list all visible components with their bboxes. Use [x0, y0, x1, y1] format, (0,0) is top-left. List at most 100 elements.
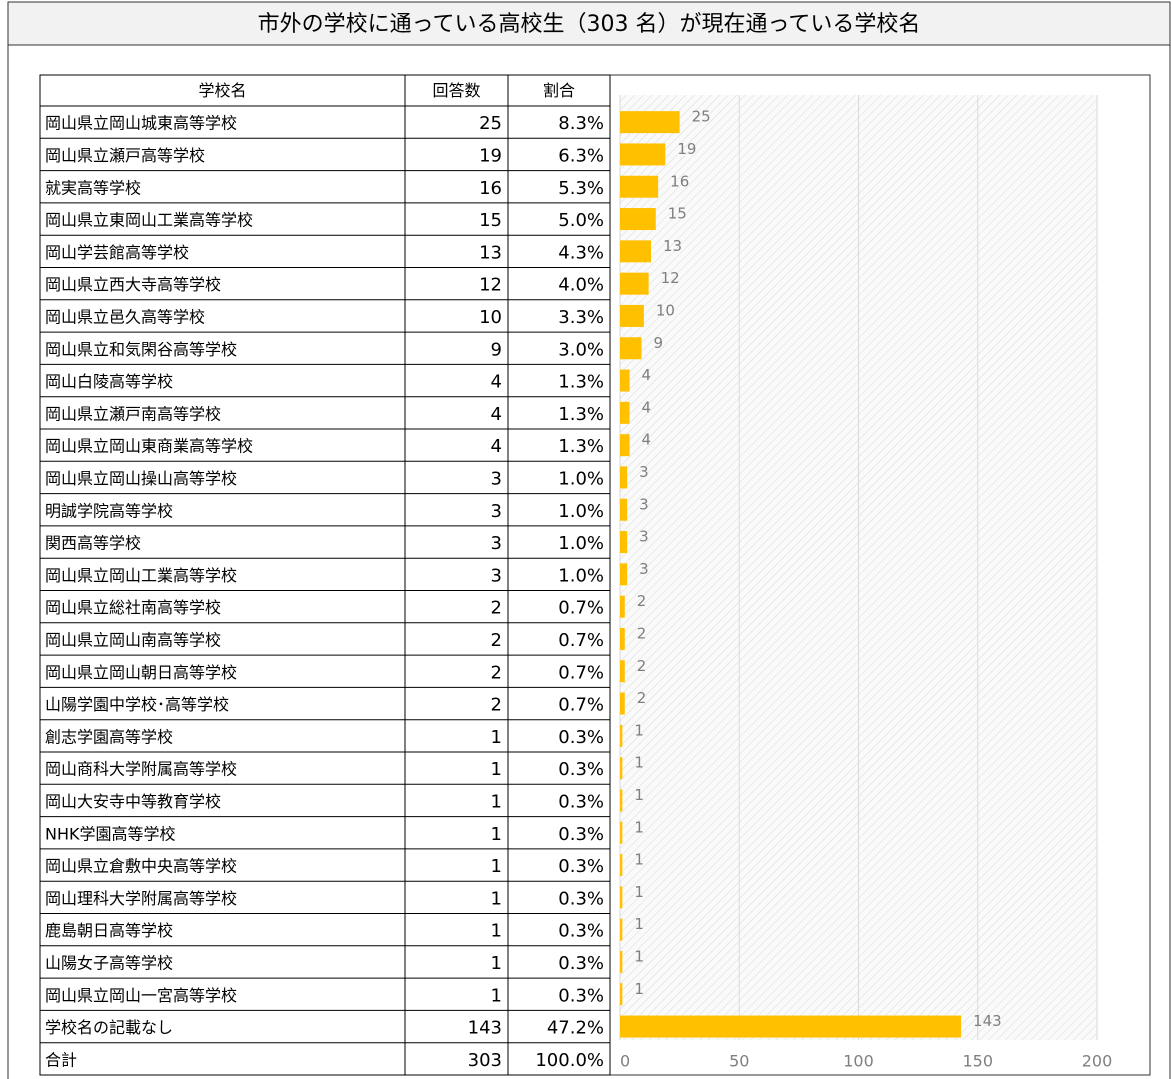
title: 市外の学校に通っている高校生（303 名）が現在通っている学校名 — [258, 12, 921, 37]
cell: 1.0% — [558, 565, 604, 586]
x-tick-label: 0 — [620, 1052, 630, 1071]
cell: 0.7% — [558, 662, 604, 683]
cell: 0.7% — [558, 598, 604, 619]
bar — [620, 821, 623, 844]
bar — [620, 983, 623, 1006]
data-label: 2 — [637, 657, 647, 675]
bar — [620, 304, 644, 327]
cell: 学校名の記載なし — [45, 1018, 173, 1037]
data-label: 25 — [692, 108, 711, 126]
cell: 0.3% — [558, 759, 604, 780]
data-label: 3 — [639, 560, 649, 578]
cell: 4 — [491, 404, 502, 425]
cell: 0.3% — [558, 985, 604, 1006]
bar — [620, 724, 623, 747]
bar — [620, 175, 659, 198]
bar — [620, 401, 630, 424]
cell: 岡山県立岡山工業高等学校 — [45, 566, 237, 585]
cell: 3.0% — [558, 339, 604, 360]
cell: 3.3% — [558, 307, 604, 328]
cell: 岡山県立岡山一宮高等学校 — [45, 986, 237, 1005]
cell: 25 — [479, 113, 502, 134]
cell: 1 — [491, 856, 502, 877]
cell: 0.3% — [558, 856, 604, 877]
data-label: 3 — [639, 463, 649, 481]
cell: 岡山学芸館高等学校 — [45, 243, 189, 262]
bar — [620, 595, 625, 618]
cell: 2 — [491, 630, 502, 651]
data-label: 4 — [642, 431, 652, 449]
cell: 3 — [491, 565, 502, 586]
bar — [620, 434, 630, 457]
cell: 1 — [491, 824, 502, 845]
data-label: 1 — [634, 883, 644, 901]
cell: 岡山理科大学附属高等学校 — [45, 889, 237, 908]
x-tick-label: 50 — [729, 1052, 749, 1071]
cell: 岡山県立和気閑谷高等学校 — [45, 340, 237, 359]
cell: 143 — [468, 1018, 502, 1039]
cell: 4 — [491, 436, 502, 457]
cell: 鹿島朝日高等学校 — [45, 921, 173, 940]
cell: 岡山県立東岡山工業高等学校 — [45, 211, 253, 230]
cell: 岡山白陵高等学校 — [45, 372, 173, 391]
cell: 合計 — [45, 1050, 77, 1069]
cell: 1 — [491, 759, 502, 780]
cell: 岡山県立総社南高等学校 — [45, 598, 221, 617]
data-label: 13 — [663, 237, 682, 255]
cell: 岡山県立岡山南高等学校 — [45, 630, 221, 649]
cell: 47.2% — [547, 1018, 604, 1039]
cell: 0.7% — [558, 695, 604, 716]
title-bar — [7, 1, 1171, 46]
cell: 0.3% — [558, 791, 604, 812]
data-label: 2 — [637, 624, 647, 642]
cell: 0.3% — [558, 953, 604, 974]
data-label: 143 — [973, 1012, 1002, 1030]
bar — [620, 531, 628, 554]
cell: 岡山県立倉敷中央高等学校 — [45, 857, 237, 876]
data-label: 2 — [637, 592, 647, 610]
data-label: 2 — [637, 689, 647, 707]
bar — [620, 143, 666, 166]
cell: 3 — [491, 533, 502, 554]
cell: 0.3% — [558, 824, 604, 845]
cell: 1 — [491, 791, 502, 812]
cell: 0.3% — [558, 727, 604, 748]
cell: 3 — [491, 501, 502, 522]
cell: 0.7% — [558, 630, 604, 651]
cell: 1.0% — [558, 501, 604, 522]
data-label: 19 — [677, 140, 696, 158]
bar — [620, 854, 623, 877]
bar — [620, 240, 652, 263]
cell: 12 — [479, 275, 502, 296]
cell: 4 — [491, 372, 502, 393]
cell: 1.0% — [558, 533, 604, 554]
cell: 岡山県立岡山操山高等学校 — [45, 469, 237, 488]
cell: 2 — [491, 662, 502, 683]
bar — [620, 111, 680, 134]
bar — [620, 660, 625, 683]
cell: 2 — [491, 695, 502, 716]
cell: 5.0% — [558, 210, 604, 231]
cell: 1 — [491, 888, 502, 909]
data-label: 3 — [639, 495, 649, 513]
cell: 8.3% — [558, 113, 604, 134]
cell: 6.3% — [558, 145, 604, 166]
data-label: 15 — [668, 205, 687, 223]
cell: 15 — [479, 210, 502, 231]
cell: 19 — [479, 145, 502, 166]
data-label: 1 — [634, 786, 644, 804]
cell: 303 — [468, 1050, 502, 1071]
header-cell: 学校名 — [198, 81, 246, 100]
bar — [620, 563, 628, 586]
cell: 10 — [479, 307, 502, 328]
data-label: 9 — [653, 334, 663, 352]
data-label: 1 — [634, 980, 644, 998]
cell: 明誠学院高等学校 — [45, 501, 173, 520]
cell: 9 — [491, 339, 502, 360]
cell: 創志学園高等学校 — [45, 727, 173, 746]
data-label: 16 — [670, 172, 689, 190]
data-label: 4 — [642, 366, 652, 384]
bar — [620, 272, 649, 295]
data-label: 1 — [634, 851, 644, 869]
cell: 山陽女子高等学校 — [45, 953, 173, 972]
